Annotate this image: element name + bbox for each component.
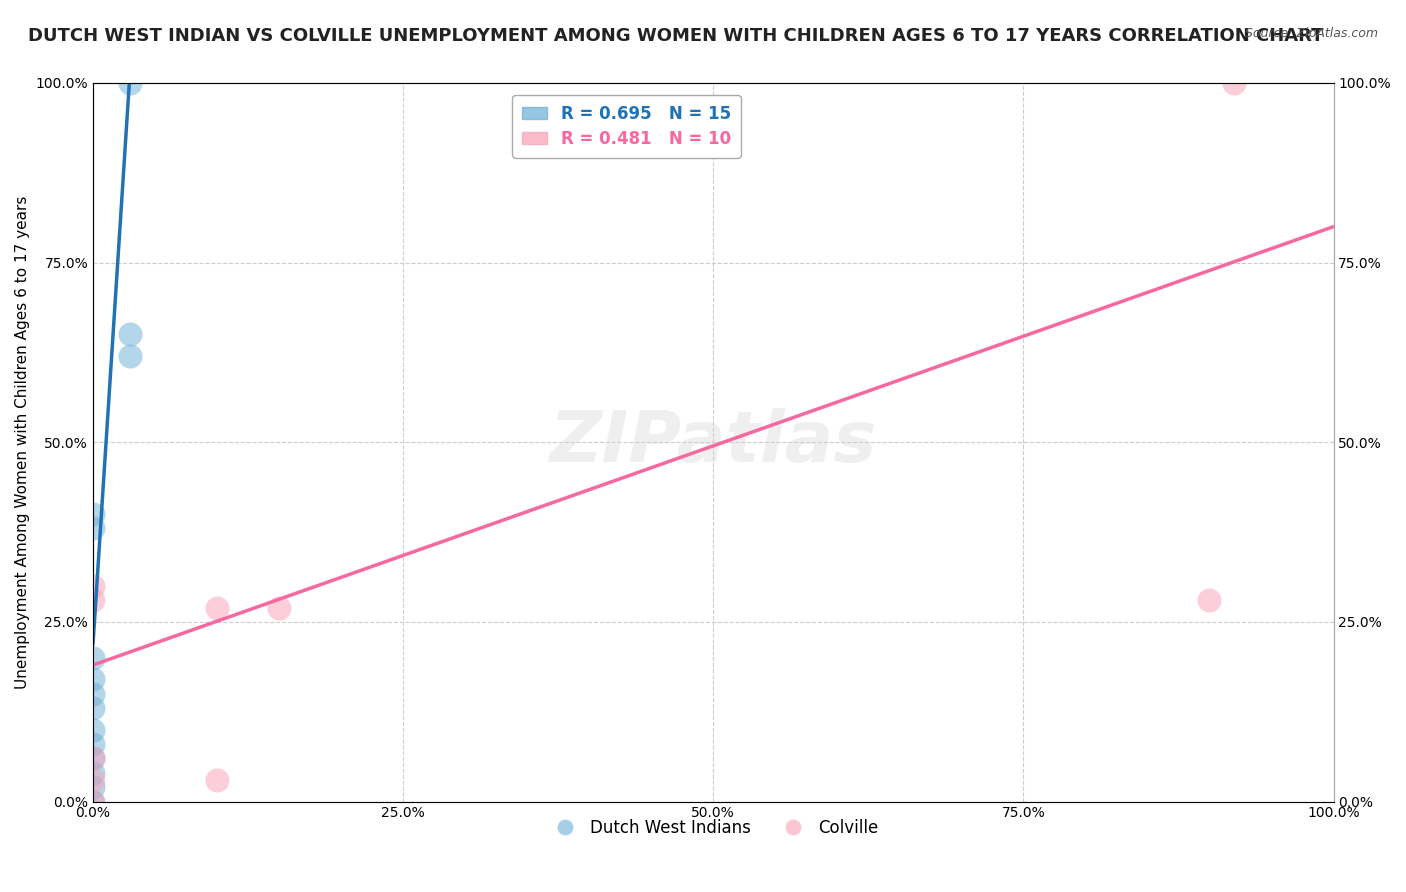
Point [82, 687, 104, 701]
Point [120, 349, 142, 363]
Text: ZIPatlas: ZIPatlas [550, 408, 877, 476]
Point [1198, 593, 1220, 607]
Point [82, 521, 104, 535]
Point [82, 795, 104, 809]
Legend: Dutch West Indians, Colville: Dutch West Indians, Colville [541, 813, 884, 844]
Text: DUTCH WEST INDIAN VS COLVILLE UNEMPLOYMENT AMONG WOMEN WITH CHILDREN AGES 6 TO 1: DUTCH WEST INDIAN VS COLVILLE UNEMPLOYME… [28, 27, 1323, 45]
Point [82, 507, 104, 521]
Point [82, 765, 104, 780]
Point [82, 772, 104, 787]
Point [269, 600, 291, 615]
Point [82, 723, 104, 737]
Point [205, 600, 228, 615]
Text: Source: ZipAtlas.com: Source: ZipAtlas.com [1244, 27, 1378, 40]
Point [82, 650, 104, 665]
Point [82, 795, 104, 809]
Point [82, 593, 104, 607]
Point [82, 701, 104, 715]
Y-axis label: Unemployment Among Women with Children Ages 6 to 17 years: Unemployment Among Women with Children A… [15, 195, 30, 689]
Point [82, 673, 104, 687]
Point [120, 327, 142, 342]
Point [82, 737, 104, 751]
Point [1223, 76, 1246, 90]
Point [120, 76, 142, 90]
Point [205, 772, 228, 787]
Point [82, 579, 104, 593]
Point [82, 751, 104, 765]
Point [82, 780, 104, 795]
Point [82, 751, 104, 765]
